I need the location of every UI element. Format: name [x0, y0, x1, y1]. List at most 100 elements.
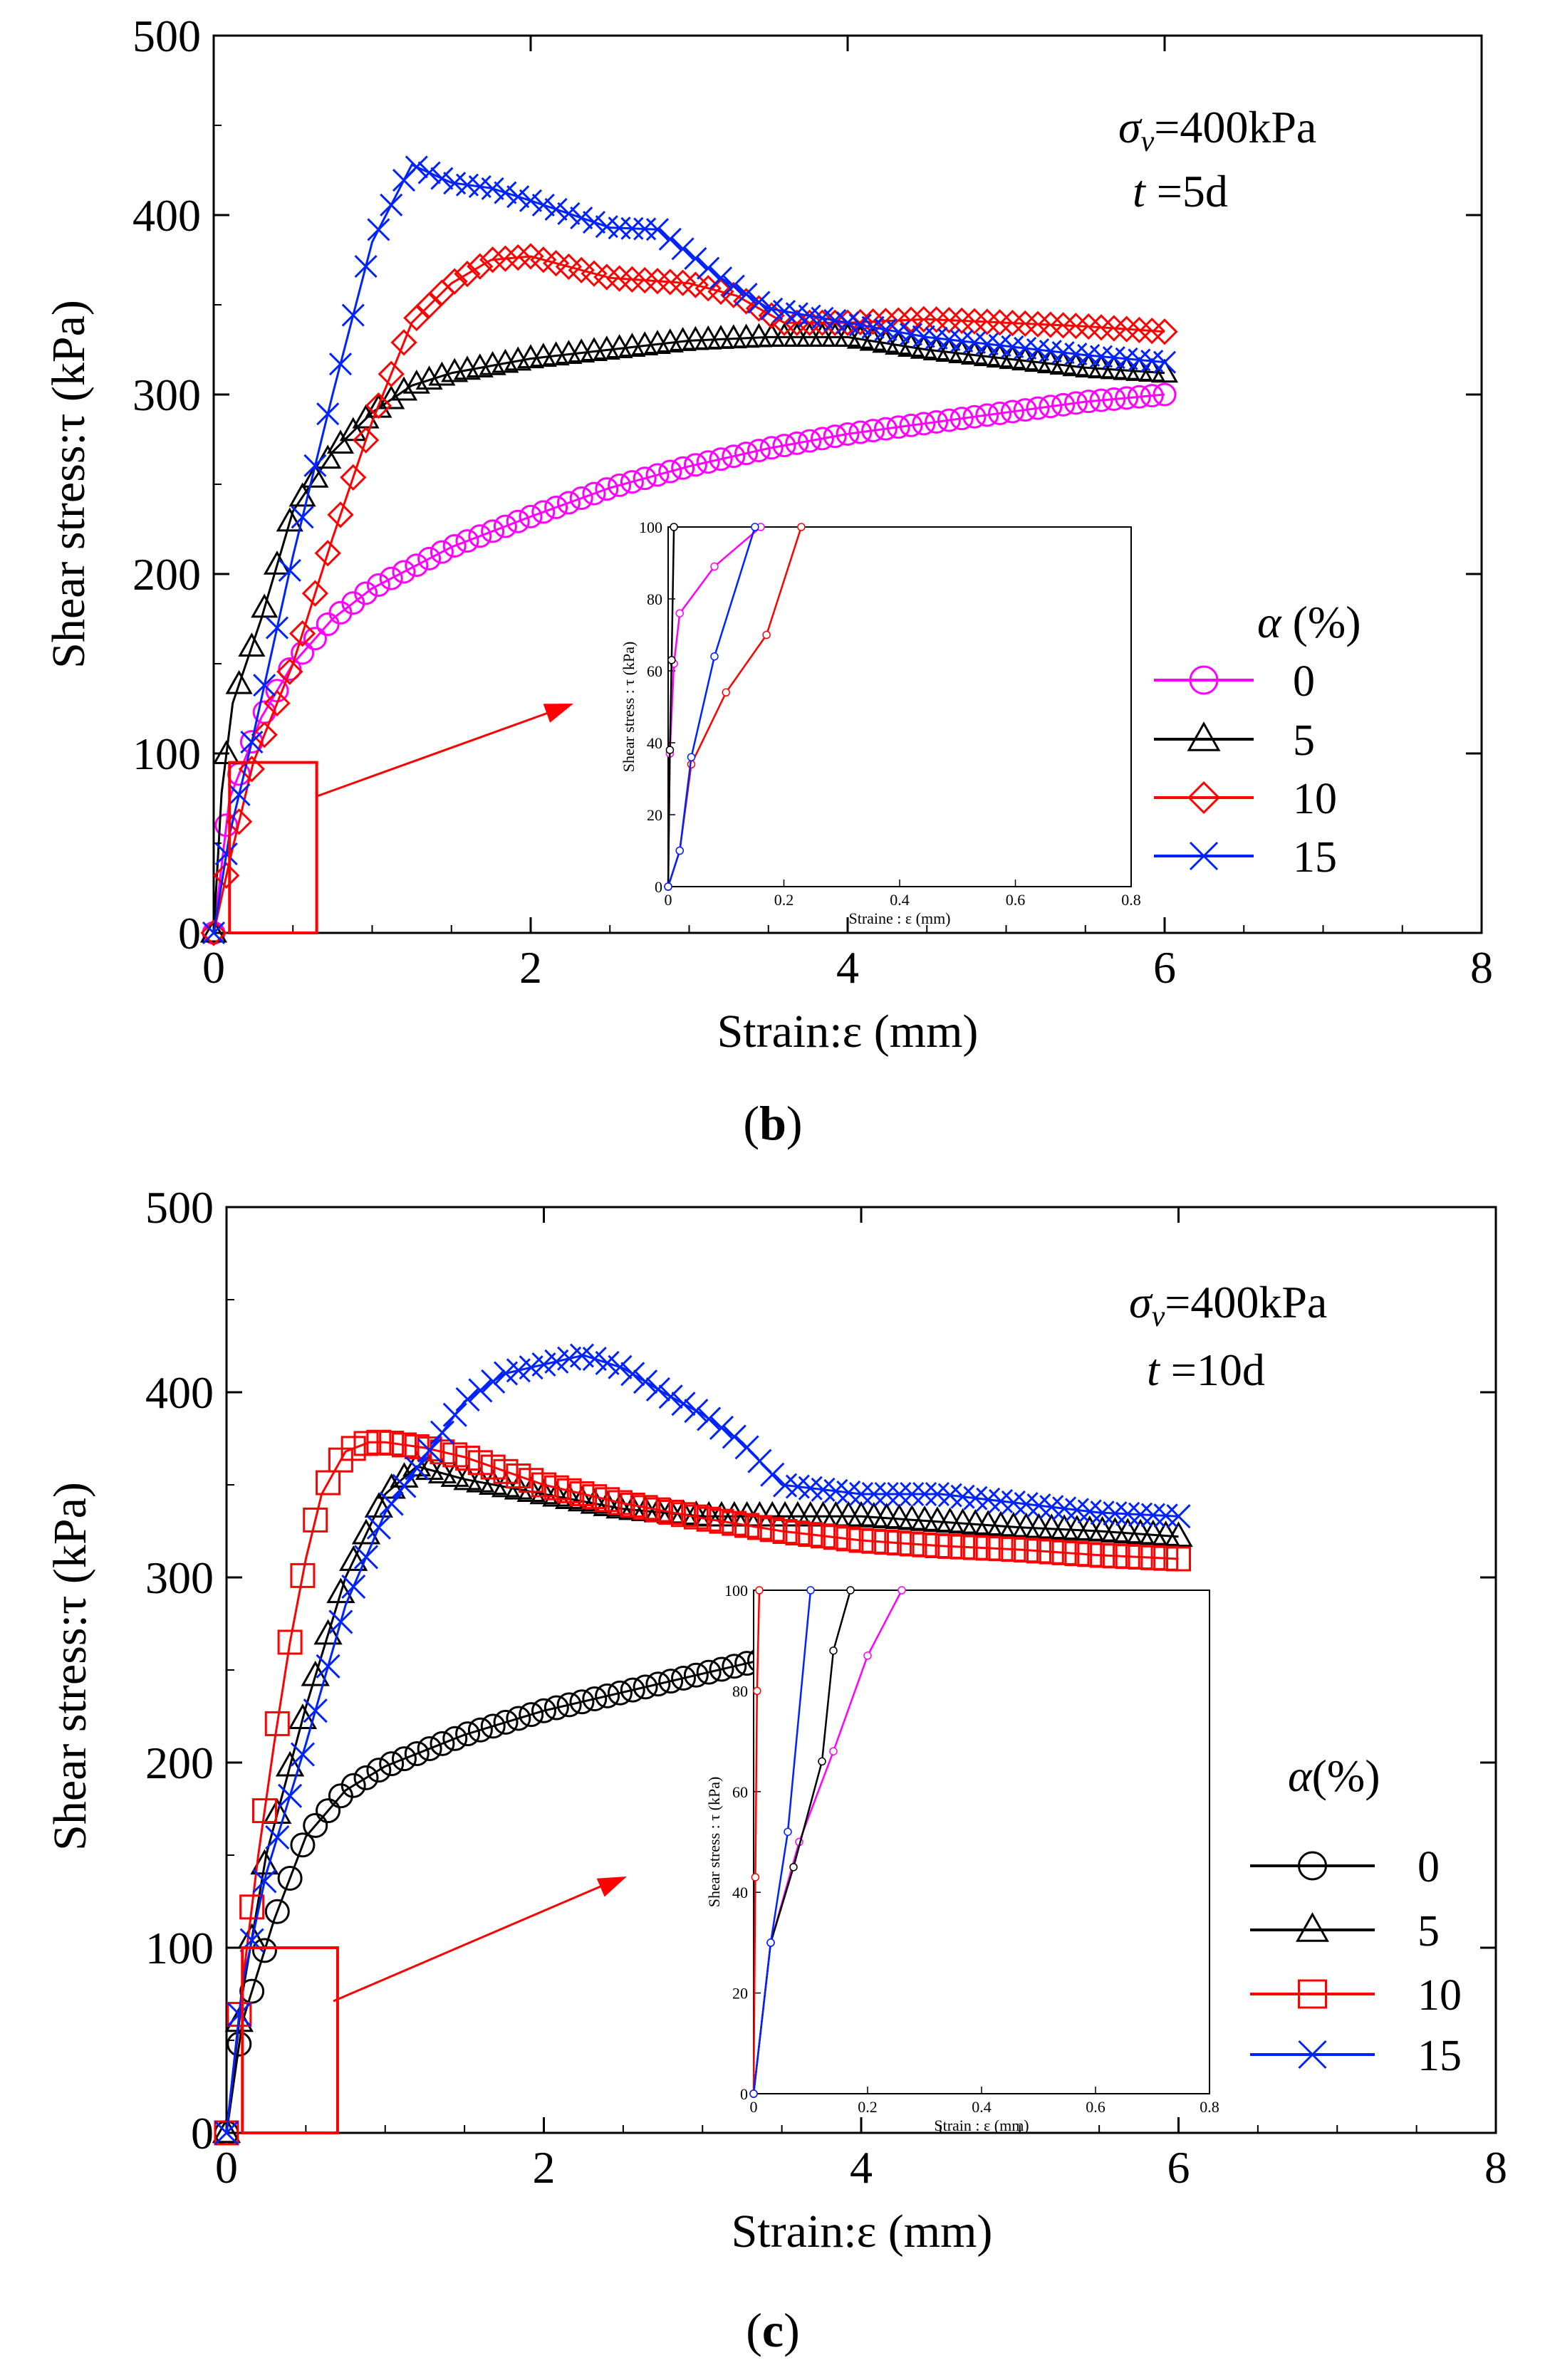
inset-data-point — [675, 846, 684, 855]
inset-series-line — [667, 526, 675, 887]
data-point — [455, 1387, 480, 1411]
data-point — [1051, 392, 1076, 417]
inset-data-point — [789, 1863, 798, 1872]
data-point — [897, 333, 925, 357]
series-10 — [214, 1429, 1191, 2146]
data-point — [683, 1662, 709, 1688]
x-tick-label: 4 — [850, 2142, 873, 2193]
legend: α (%) 0 5 10 15 — [1154, 597, 1361, 882]
data-point — [441, 268, 468, 295]
legend-label: 15 — [1417, 2032, 1462, 2080]
y-tick-label: 100 — [145, 1923, 214, 1973]
data-point — [722, 1424, 747, 1449]
data-point — [580, 1488, 609, 1514]
data-point — [506, 185, 530, 209]
data-point — [531, 1472, 556, 1498]
legend-item-10: 10 — [1154, 775, 1337, 823]
data-point — [491, 1471, 521, 1498]
data-point — [734, 442, 759, 466]
inset-x-tick-label: 0.4 — [972, 2098, 992, 2116]
inset-data-point — [667, 656, 676, 664]
data-point — [264, 1899, 290, 1924]
data-point — [238, 632, 266, 657]
data-point — [671, 237, 695, 261]
data-point — [821, 1500, 850, 1527]
data-point — [199, 918, 228, 943]
data-point — [593, 1491, 622, 1516]
x-axis-label: Strain:ε (mm) — [717, 1006, 979, 1058]
data-point — [214, 2120, 239, 2146]
data-point — [417, 1438, 442, 1463]
data-point — [390, 329, 417, 356]
data-point — [455, 1721, 481, 1747]
legend-marker — [1189, 665, 1219, 695]
x-tick-label: 0 — [215, 2142, 238, 2193]
inset-y-label: Shear stress : τ (kPa) — [620, 642, 638, 773]
legend-label: 0 — [1293, 657, 1315, 706]
data-point — [747, 1515, 772, 1540]
data-point — [326, 429, 355, 454]
alpha-symbol: α — [1288, 1750, 1313, 1801]
legend-title: α(%) — [1288, 1750, 1380, 1801]
data-point — [519, 1702, 544, 1728]
data-point — [645, 463, 670, 487]
y-tick-label: 400 — [145, 1367, 214, 1418]
data-point — [415, 365, 443, 390]
data-point — [671, 456, 695, 480]
data-point — [658, 1669, 684, 1694]
x-tick-label: 2 — [533, 2142, 556, 2193]
inset-y-tick-label: 80 — [647, 590, 662, 608]
data-point — [961, 308, 988, 335]
x-tick-label: 0 — [202, 942, 225, 993]
data-point — [466, 1466, 495, 1493]
data-point — [1051, 1540, 1077, 1565]
data-point — [658, 1384, 683, 1409]
data-point — [430, 1731, 455, 1756]
data-point — [671, 1392, 696, 1416]
t-symbol: t — [1133, 166, 1147, 216]
data-point — [595, 1350, 620, 1375]
inset-data-point — [846, 1586, 855, 1595]
inset-frame — [753, 1590, 1210, 2094]
data-point — [353, 1765, 379, 1790]
data-point — [605, 265, 633, 292]
data-point — [365, 392, 392, 419]
data-point — [1138, 317, 1165, 345]
zoom-box — [228, 761, 318, 934]
data-point — [430, 1420, 455, 1445]
data-point — [582, 1686, 608, 1712]
data-point — [823, 424, 847, 449]
zoom-box — [241, 1946, 339, 2134]
sigma-subscript: v — [1141, 125, 1155, 158]
data-point — [734, 1513, 760, 1538]
data-point — [366, 573, 390, 597]
data-point — [986, 1510, 1016, 1537]
data-point — [644, 268, 671, 295]
inset-y-tick-label: 0 — [740, 2085, 748, 2103]
data-point — [556, 1478, 582, 1503]
data-point — [784, 309, 811, 336]
data-point — [645, 1377, 670, 1402]
y-axis-label: Shear stress:τ (kPa) — [43, 300, 95, 669]
data-point — [440, 1461, 469, 1487]
data-point — [898, 306, 925, 333]
data-point — [278, 1783, 303, 1808]
series-10 — [200, 243, 1178, 946]
legend-title: α (%) — [1257, 597, 1361, 647]
legend-label: 10 — [1293, 775, 1337, 823]
data-point — [430, 540, 454, 564]
data-point — [415, 292, 443, 319]
panel-caption: (b) — [743, 1096, 802, 1150]
data-point — [798, 1522, 823, 1547]
data-point — [760, 1462, 785, 1487]
data-point — [759, 436, 784, 460]
data-point — [595, 1487, 620, 1513]
data-point — [1037, 311, 1064, 338]
data-point — [886, 415, 910, 439]
data-point — [1127, 385, 1151, 409]
data-point — [922, 336, 950, 361]
x-axis-label: Strain:ε (mm) — [732, 2206, 993, 2258]
data-point — [1125, 316, 1153, 344]
